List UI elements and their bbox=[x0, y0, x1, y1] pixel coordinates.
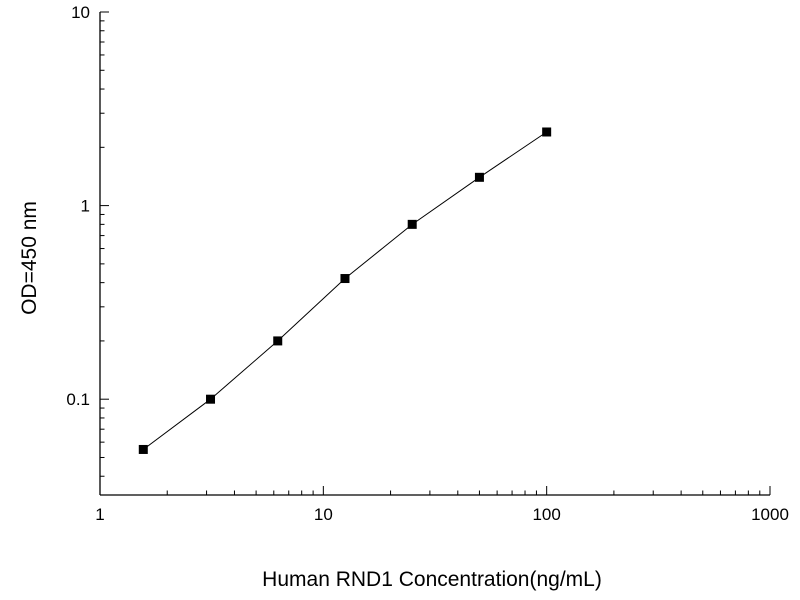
data-point-marker bbox=[206, 394, 216, 404]
data-point-marker bbox=[273, 336, 283, 346]
x-tick-label: 100 bbox=[532, 505, 560, 524]
x-tick-label: 10 bbox=[314, 505, 333, 524]
y-tick-label: 1 bbox=[81, 197, 90, 216]
y-axis-label: OD=450 nm bbox=[18, 201, 41, 315]
x-tick-label: 1000 bbox=[751, 505, 789, 524]
y-tick-label: 10 bbox=[71, 3, 90, 22]
x-axis-label: Human RND1 Concentration(ng/mL) bbox=[262, 568, 602, 591]
data-point-marker bbox=[542, 127, 552, 137]
x-tick-label: 1 bbox=[95, 505, 104, 524]
data-point-marker bbox=[474, 172, 484, 182]
series-line bbox=[142, 131, 547, 450]
data-point-marker bbox=[138, 444, 148, 454]
y-tick-label: 0.1 bbox=[66, 390, 90, 409]
data-point-marker bbox=[340, 274, 350, 284]
data-point-marker bbox=[407, 219, 417, 229]
